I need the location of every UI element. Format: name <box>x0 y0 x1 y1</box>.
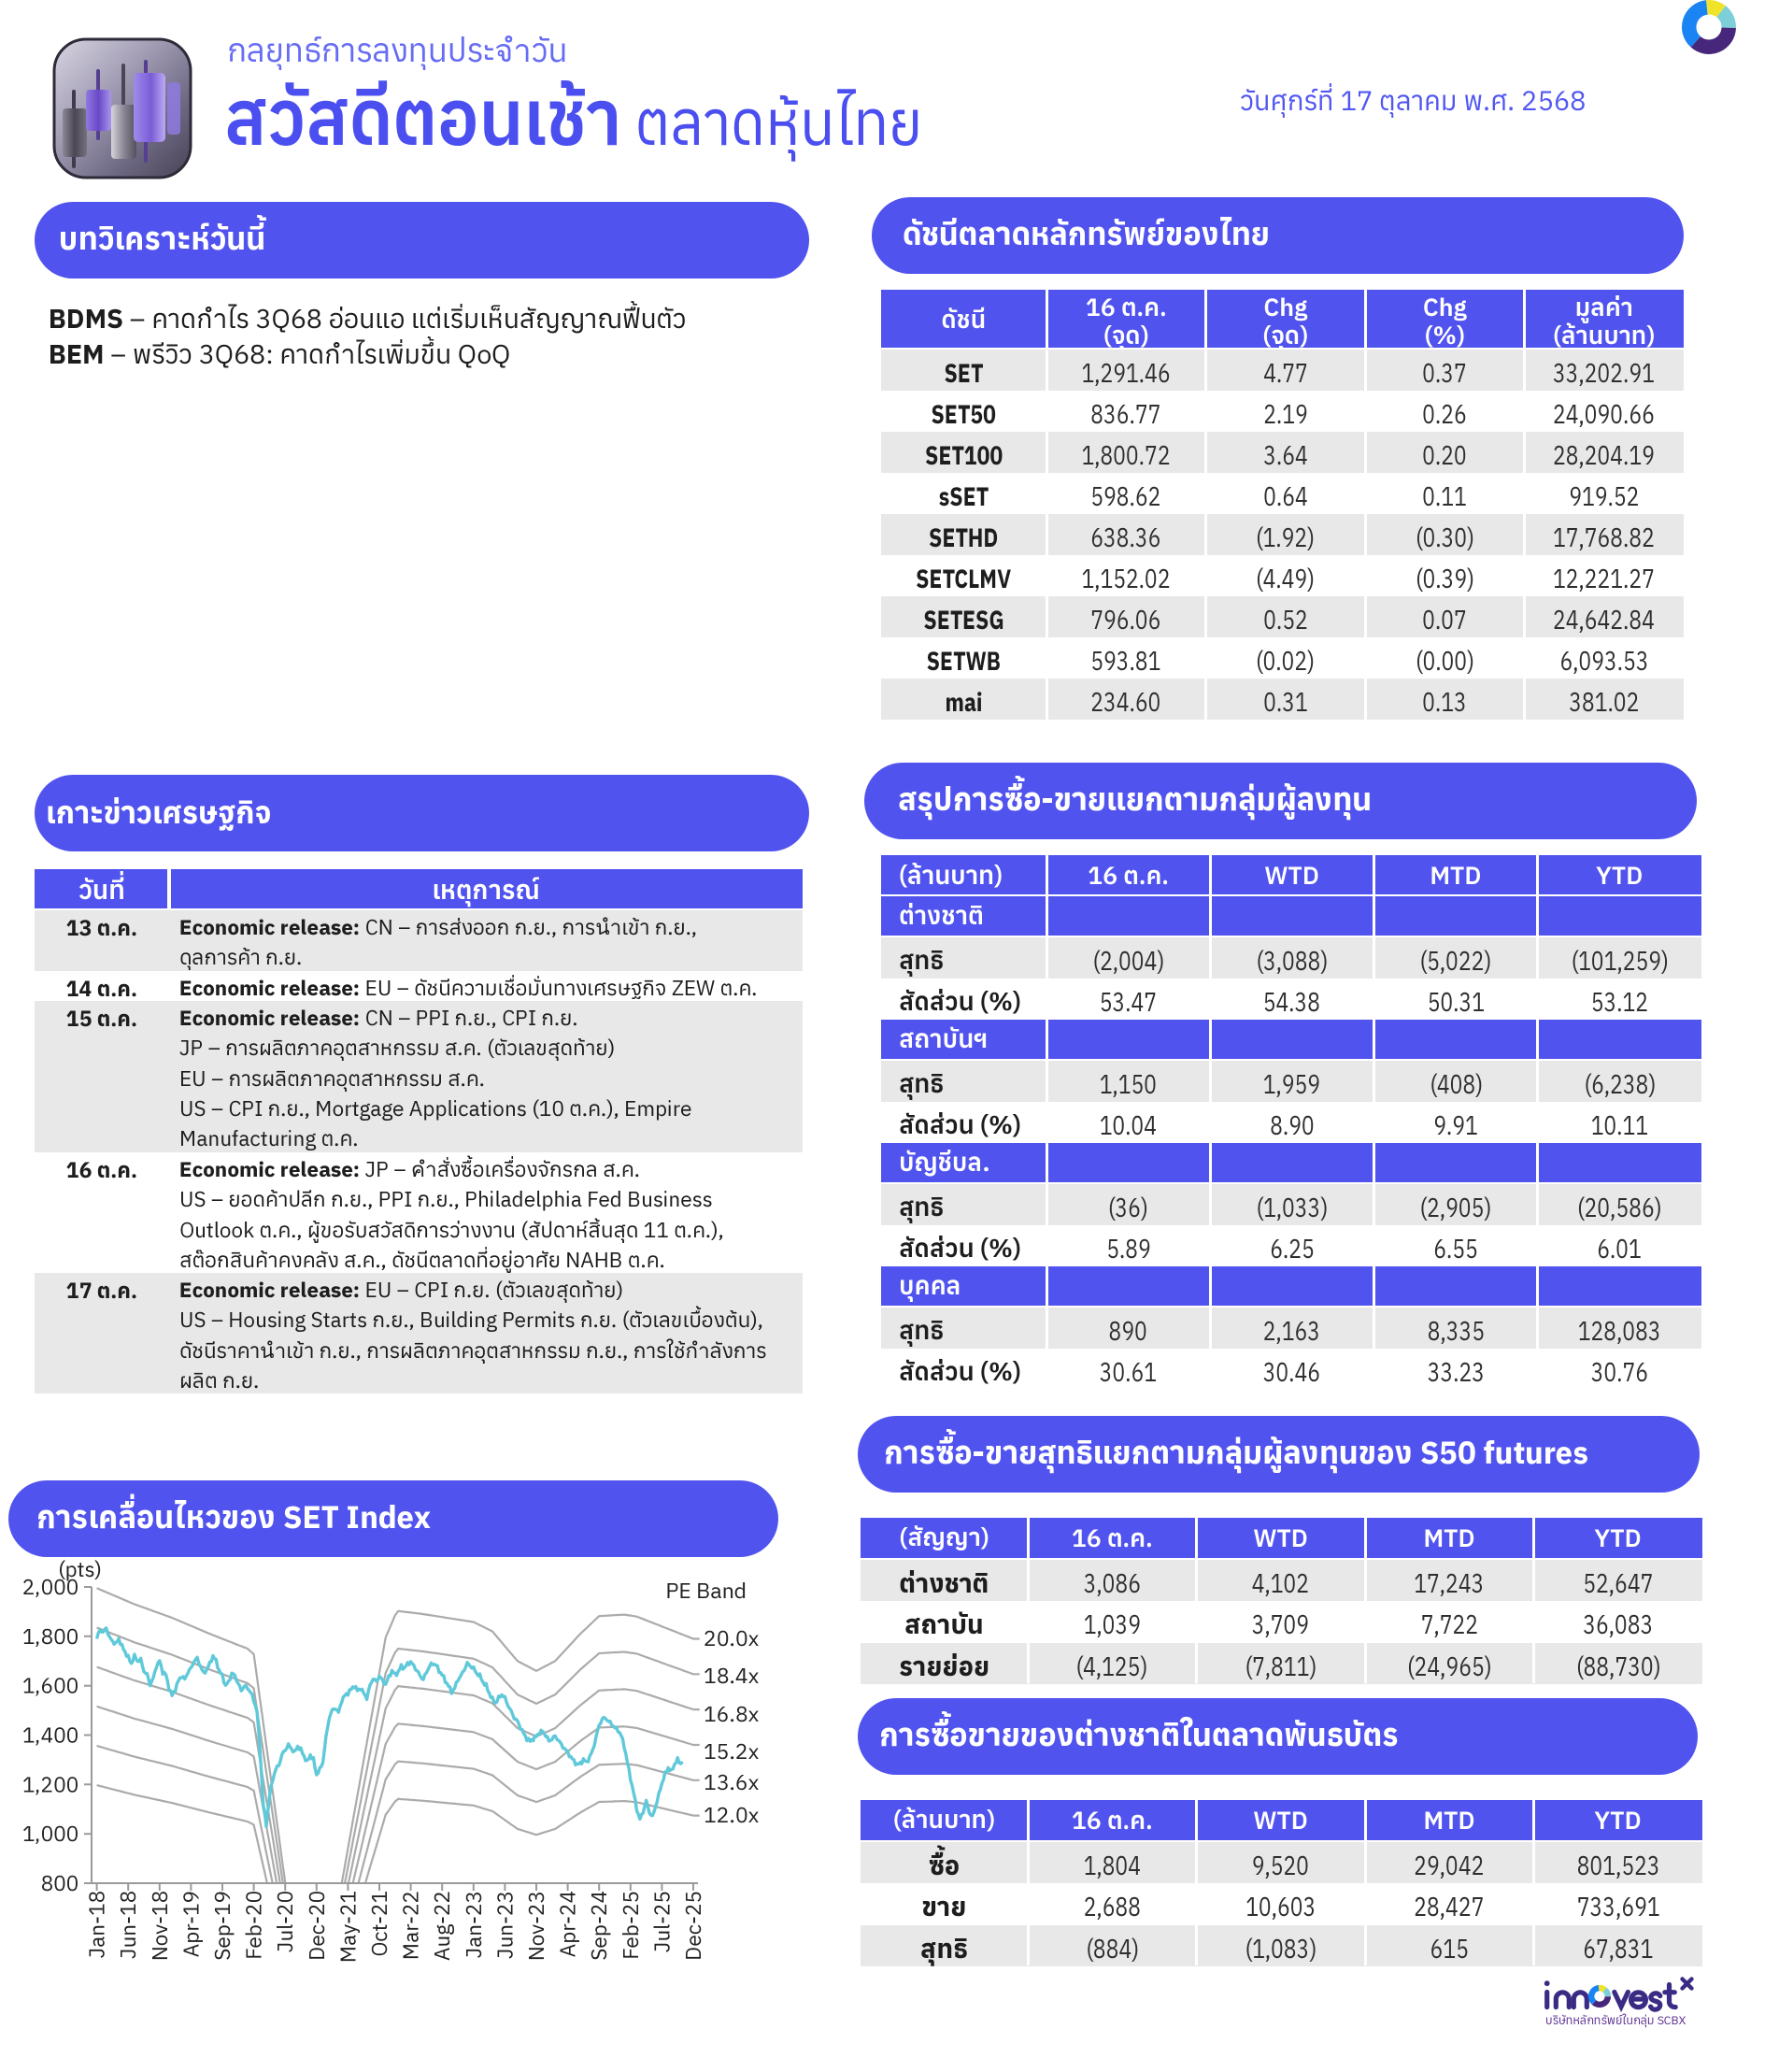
svg-text:12.0x: 12.0x <box>704 1801 760 1829</box>
svg-text:1,800: 1,800 <box>22 1623 78 1650</box>
svg-text:Apr-24: Apr-24 <box>555 1891 582 1957</box>
svg-text:1,000: 1,000 <box>22 1821 78 1848</box>
svg-text:Feb-25: Feb-25 <box>618 1891 645 1960</box>
svg-text:Oct-21: Oct-21 <box>366 1891 393 1957</box>
svg-text:May-21: May-21 <box>334 1891 362 1963</box>
svg-text:Sep-19: Sep-19 <box>209 1891 236 1961</box>
svg-text:800: 800 <box>40 1870 78 1897</box>
svg-text:Sep-24: Sep-24 <box>586 1891 613 1961</box>
svg-text:Dec-20: Dec-20 <box>304 1891 331 1961</box>
svg-text:1,200: 1,200 <box>22 1771 78 1798</box>
svg-text:Jul-25: Jul-25 <box>648 1891 676 1952</box>
svg-text:Jun-23: Jun-23 <box>491 1891 519 1959</box>
svg-text:PE Band: PE Band <box>666 1577 747 1605</box>
svg-text:18.4x: 18.4x <box>704 1662 760 1690</box>
svg-text:Nov-23: Nov-23 <box>523 1891 550 1961</box>
svg-text:20.0x: 20.0x <box>704 1624 760 1652</box>
svg-text:1,600: 1,600 <box>22 1673 78 1700</box>
svg-text:Jan-18: Jan-18 <box>84 1891 111 1958</box>
svg-text:16.8x: 16.8x <box>704 1700 760 1728</box>
svg-text:1,400: 1,400 <box>22 1722 78 1750</box>
svg-text:Aug-22: Aug-22 <box>429 1891 456 1961</box>
svg-text:Dec-25: Dec-25 <box>680 1891 707 1961</box>
svg-text:15.2x: 15.2x <box>704 1737 760 1765</box>
svg-text:Jun-18: Jun-18 <box>115 1891 142 1959</box>
svg-text:13.6x: 13.6x <box>704 1768 760 1796</box>
svg-text:Feb-20: Feb-20 <box>241 1891 268 1960</box>
svg-text:Nov-18: Nov-18 <box>147 1891 174 1961</box>
svg-text:Jul-20: Jul-20 <box>272 1891 299 1952</box>
svg-text:Mar-22: Mar-22 <box>398 1891 425 1960</box>
svg-text:(pts): (pts) <box>58 1556 102 1583</box>
svg-text:2,000: 2,000 <box>22 1574 78 1601</box>
svg-text:Apr-19: Apr-19 <box>178 1891 205 1957</box>
svg-text:Jan-23: Jan-23 <box>461 1891 488 1958</box>
